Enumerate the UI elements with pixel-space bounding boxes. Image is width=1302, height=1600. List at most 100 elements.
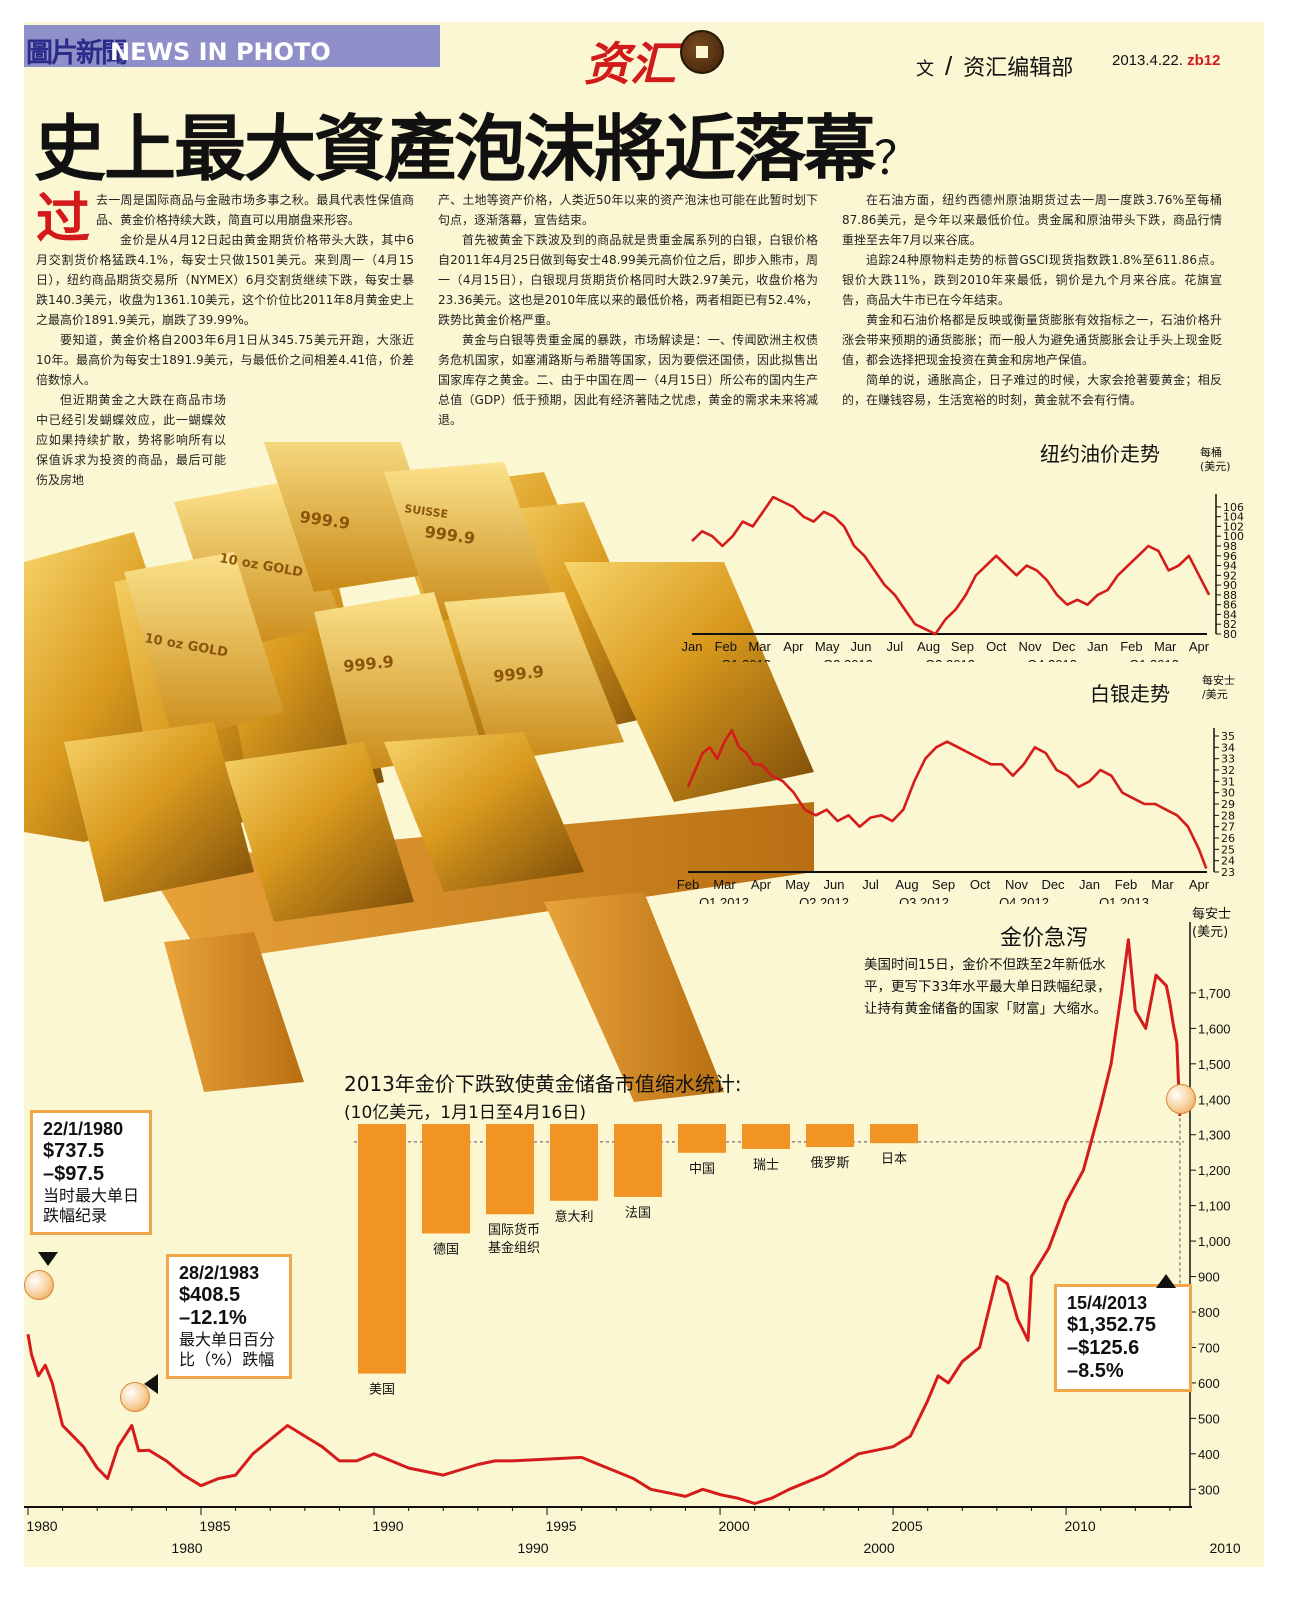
gold-chart-unit: 每安士 (美元) [1192, 907, 1232, 940]
x-tick-label: Jan [682, 639, 703, 654]
wood-plank [544, 892, 724, 1102]
gold-crash-description: 美国时间15日，金价不但跌至2年新低水平，更写下33年水平最大单日跌幅纪录，让持… [864, 957, 1111, 1017]
date-text: 2013.4.22. [1112, 52, 1183, 69]
bar-label: 美国 [369, 1383, 395, 1398]
callout-price: $737.5 [43, 1140, 105, 1162]
oil-chart-unit: 每桶 (美元) [1200, 446, 1231, 473]
decade-label: 1980 [171, 1540, 202, 1556]
series-line [691, 495, 1211, 636]
y-tick-label: 84 [1223, 608, 1237, 621]
paragraph: 要知道，黄金价格自2003年6月1日从345.75美元开跑，大涨近10年。最高价… [36, 333, 414, 387]
bar [486, 1124, 534, 1215]
y-tick-label: 300 [1198, 1482, 1220, 1497]
bar-label: 瑞士 [753, 1158, 779, 1173]
callout-date: 28/2/1983 [179, 1263, 260, 1283]
x-tick-label: Feb [1115, 877, 1137, 892]
paragraph: 去一周是国际商品与金融市场多事之秋。最具代表性保值商品、黄金价格持续大跌，简直可… [96, 193, 414, 227]
x-tick-label: 2005 [891, 1518, 922, 1534]
bar [422, 1124, 470, 1234]
newspaper-page: 圖片新聞 NEWS IN PHOTO 资汇 文 / 资汇编辑部 2013.4.2… [24, 22, 1264, 1567]
callout-2013: 15/4/2013 $1,352.75 –$125.6 –8.5% [1054, 1284, 1192, 1392]
byline: 文 / 资汇编辑部 [916, 50, 1073, 82]
x-tick-label: Sep [932, 877, 955, 892]
callout-1980: 22/1/1980 $737.5 –$97.5 当时最大单日跌幅纪录 [30, 1110, 152, 1235]
quarter-label: Q4 2012 [1027, 657, 1077, 662]
paragraph: 但近期黄金之大跌在商品市场中已经引发蝴蝶效应，此一蝴蝶效应如果持续扩散，势将影响… [36, 393, 226, 487]
pointer-triangle-icon [38, 1252, 58, 1266]
y-tick-label: 24 [1221, 855, 1235, 868]
y-tick-label: 500 [1198, 1411, 1220, 1426]
paragraph: 简单的说，通胀高企，日子难过的时候，大家会抢著要黄金；相反的，在赚钱容易，生活宽… [842, 373, 1222, 407]
y-tick-label: 600 [1198, 1376, 1220, 1391]
dropcap: 过 [36, 186, 90, 250]
bar-stamp: SUISSE [404, 502, 449, 521]
x-tick-label: Mar [713, 877, 736, 892]
gold-bar [314, 592, 484, 772]
quarter-label: Q1 2012 [699, 895, 749, 904]
paragraph: 追踪24种原物料走势的标普GSCI现货指数跌1.8%至611.86点。银价大跌1… [842, 253, 1222, 307]
x-tick-label: Apr [751, 877, 772, 892]
gold-bar [124, 552, 284, 742]
callout-note: 最大单日百分比（%）跌幅 [179, 1330, 276, 1369]
section-title-cn: 圖片新聞 [26, 38, 128, 69]
y-tick-label: 30 [1221, 787, 1235, 800]
marker-ball-icon [24, 1270, 54, 1300]
byline-prefix: 文 [916, 59, 934, 79]
section-header-band [24, 25, 440, 67]
x-tick-label: 1990 [372, 1518, 403, 1534]
x-tick-label: Aug [917, 639, 940, 654]
y-tick-label: 104 [1223, 511, 1244, 524]
gold-bars-illustration: 999.9 999.9 999.9 999.9 10 oz GOLD 10 oz… [24, 442, 814, 1102]
y-tick-label: 94 [1223, 560, 1237, 573]
silver-chart-unit: 每安士 /美元 [1202, 674, 1235, 701]
bar [358, 1124, 406, 1374]
wood-plank [164, 932, 304, 1092]
article-column-1: 过 去一周是国际商品与金融市场多事之秋。最具代表性保值商品、黄金价格持续大跌，简… [36, 190, 414, 490]
page-number: zb12 [1187, 52, 1221, 69]
y-tick-label: 32 [1221, 764, 1235, 777]
y-tick-label: 1,600 [1198, 1021, 1231, 1036]
gold-bar [384, 732, 584, 892]
y-tick-label: 98 [1223, 540, 1237, 553]
y-tick-label: 102 [1223, 520, 1244, 533]
gold-bar-stack [24, 442, 814, 922]
callout-change: –$125.6 [1067, 1337, 1140, 1359]
x-tick-label: Mar [1151, 877, 1174, 892]
x-tick-label: May [785, 877, 810, 892]
y-tick-label: 86 [1223, 599, 1237, 612]
pointer-triangle-icon [1156, 1274, 1176, 1288]
x-tick-label: Nov [1005, 877, 1029, 892]
x-tick-label: Nov [1018, 639, 1042, 654]
callout-date: 15/4/2013 [1067, 1293, 1148, 1313]
y-tick-label: 400 [1198, 1447, 1220, 1462]
y-tick-label: 1,100 [1198, 1199, 1231, 1214]
callout-price: $1,352.75 [1067, 1314, 1156, 1336]
bar [806, 1124, 854, 1148]
y-tick-label: 29 [1221, 798, 1235, 811]
y-tick-label: 27 [1221, 821, 1235, 834]
x-tick-label: Oct [986, 639, 1007, 654]
y-tick-label: 25 [1221, 843, 1235, 856]
gold-bar [224, 742, 414, 922]
y-tick-label: 1,400 [1198, 1092, 1231, 1107]
paragraph: 黄金和石油价格都是反映或衡量货膨胀有效指标之一，石油价格升涨会带来预期的通货膨胀… [842, 313, 1222, 367]
paragraph: 黄金与白银等贵重金属的暴跌，市场解读是：一、传闻欧洲主权债务危机国家，如塞浦路斯… [438, 333, 818, 427]
y-tick-label: 35 [1221, 730, 1235, 743]
decade-label: 1990 [517, 1540, 548, 1556]
x-tick-label: Mar [1154, 639, 1177, 654]
series-line [686, 729, 1208, 870]
masthead-logo: 资汇 [584, 37, 676, 91]
quarter-label: Q1 2013 [1129, 657, 1179, 662]
x-tick-label: 1985 [199, 1518, 230, 1534]
x-tick-label: Jul [862, 877, 879, 892]
y-tick-label: 88 [1223, 589, 1237, 602]
marker-ball-icon [1166, 1084, 1196, 1114]
callout-price: $408.5 [179, 1284, 241, 1306]
callout-1983: 28/2/1983 $408.5 –12.1% 最大单日百分比（%）跌幅 [166, 1254, 292, 1379]
x-tick-label: Feb [1120, 639, 1142, 654]
callout-date: 22/1/1980 [43, 1119, 124, 1139]
article-column-3: 在石油方面，纽约西德州原油期货过去一周一度跌3.76%至每桶87.86美元，是今… [842, 190, 1222, 410]
coin-logo-icon [680, 30, 724, 74]
